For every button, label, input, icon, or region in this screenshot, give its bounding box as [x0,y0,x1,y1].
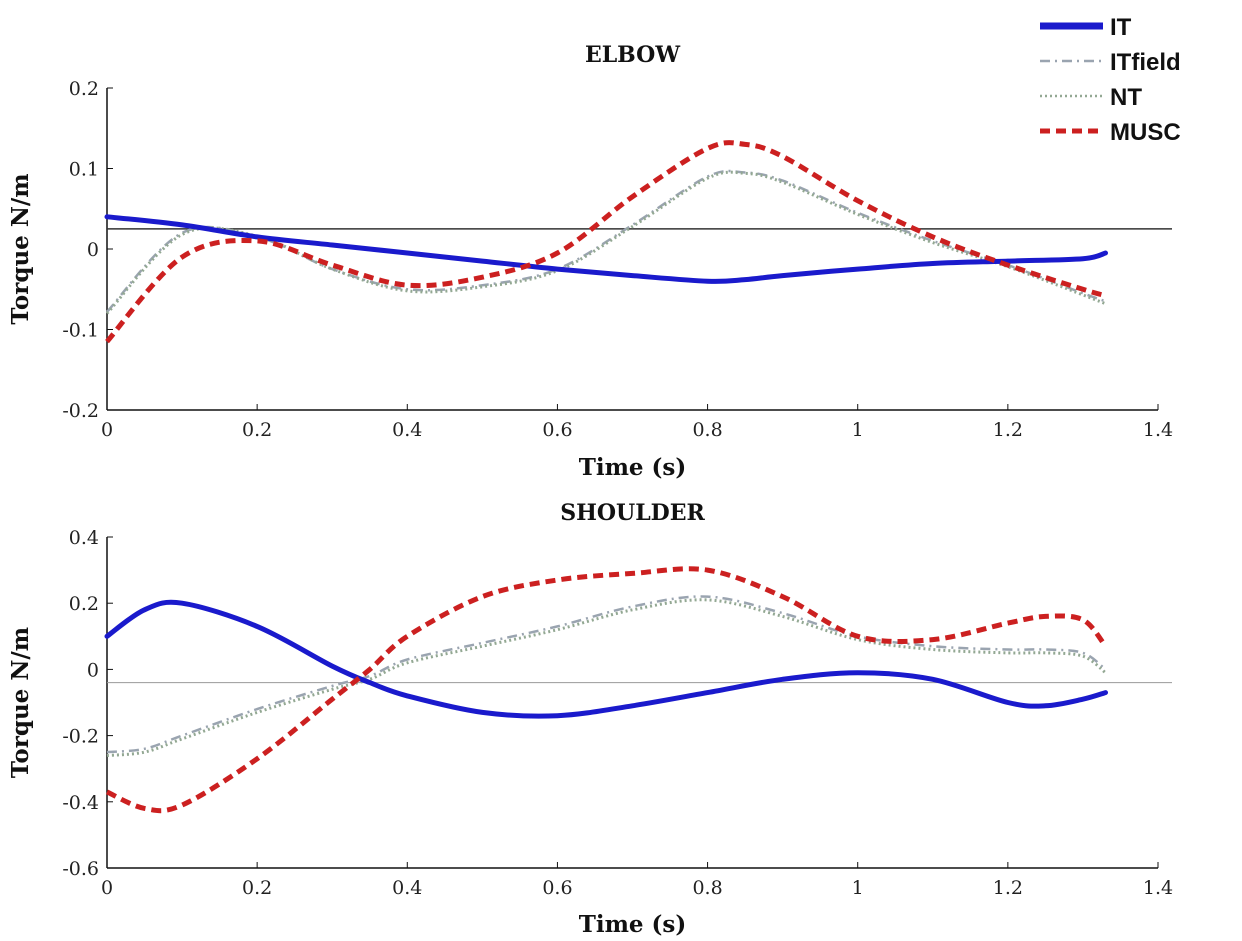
x-tick-label: 1.4 [1143,877,1173,899]
legend: IT ITfield NT MUSC [1040,14,1181,146]
x-tick-label: 0.8 [692,419,722,441]
y-tick-label: -0.2 [62,400,99,422]
chart-title: SHOULDER [560,500,705,526]
x-axis-label: Time (s) [579,911,687,938]
y-tick-label: -0.2 [62,726,99,748]
x-tick-label: 0.2 [242,419,272,441]
series-line-itfield [106,169,1106,313]
chart-title: ELBOW [585,42,680,68]
series-line-nt [105,170,1107,315]
series-line-nt [106,598,1107,757]
y-axis-label: Torque N/m [7,173,34,324]
series-line-it [104,599,1108,719]
shoulder-panel: 0 0.2 0.4 0.6 0.8 1 1.2 1.4 -0.6 -0.4 -0.2 0 0.2 0.4 S… [7,500,1173,938]
x-tick-label: 0.8 [692,877,722,899]
series-line-it [104,214,1108,284]
legend-label-nt: NT [1110,84,1142,111]
x-tick-label: 0 [101,877,113,899]
y-tick-label: -0.1 [62,320,99,342]
y-tick-label: -0.4 [62,792,99,814]
series-line-musc [105,566,1108,814]
legend-label-it: IT [1110,14,1132,41]
series-line-itfield [106,595,1107,754]
x-axis-label: Time (s) [579,454,687,481]
x-tick-label: 0.6 [542,877,572,899]
y-tick-label: -0.6 [62,858,99,880]
legend-label-itfield: ITfield [1110,49,1181,76]
x-tick-label: 0.6 [542,419,572,441]
x-tick-label: 0 [101,419,113,441]
x-tick-label: 1.2 [993,877,1023,899]
legend-label-musc: MUSC [1110,119,1181,146]
x-tick-label: 1 [852,877,864,899]
y-tick-label: 0.2 [69,78,99,100]
x-tick-label: 0.4 [392,419,422,441]
y-tick-label: 0.2 [69,593,99,615]
y-axis-label: Torque N/m [7,627,34,778]
x-tick-label: 1 [852,419,864,441]
series-line-musc [105,140,1107,344]
y-tick-label: 0.1 [69,159,99,181]
y-tick-label: 0.4 [69,527,99,549]
y-tick-label: 0 [87,659,99,681]
x-tick-label: 1.4 [1143,419,1173,441]
x-tick-label: 0.4 [392,877,422,899]
y-tick-label: 0 [87,239,99,261]
elbow-panel: 0 0.2 0.4 0.6 0.8 1 1.2 1.4 -0.2 -0.1 0 0.1 0.2 ELBOW… [7,42,1173,481]
x-tick-label: 1.2 [993,419,1023,441]
x-tick-label: 0.2 [242,877,272,899]
